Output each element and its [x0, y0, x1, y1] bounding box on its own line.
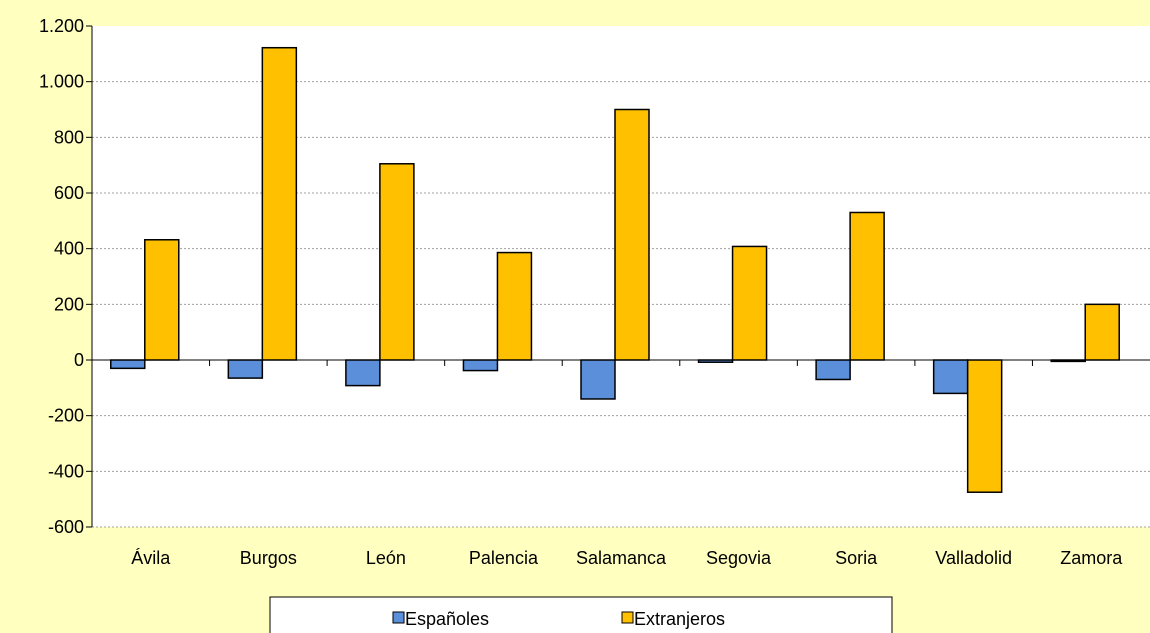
- bar-extranjeros: [966, 359, 1003, 493]
- y-tick-label: -600: [48, 517, 84, 537]
- legend: Españoles Extranjeros: [269, 596, 893, 633]
- y-tick-label: 600: [54, 183, 84, 203]
- bar-espanoles: [227, 359, 264, 379]
- bar-extranjeros: [261, 46, 298, 361]
- category-label: Zamora: [1060, 548, 1123, 568]
- bars: [110, 46, 1120, 493]
- bar-espanoles: [815, 359, 851, 381]
- bar-extranjeros: [496, 251, 533, 361]
- bar-extranjeros: [1084, 303, 1120, 361]
- y-tick-label: -200: [48, 406, 84, 426]
- bar-extranjeros: [379, 163, 415, 361]
- category-label: León: [366, 548, 406, 568]
- y-tick-label: 200: [54, 294, 84, 314]
- legend-swatch-extranjeros: [621, 611, 634, 624]
- bar-espanoles: [580, 359, 616, 400]
- x-axis-category-labels: Ávila Burgos León Palencia Salamanca Segovia S…: [131, 548, 1123, 568]
- bar-espanoles: [345, 359, 381, 387]
- category-label: Burgos: [240, 548, 297, 568]
- y-tick-label: 1.000: [39, 72, 84, 92]
- axes: [86, 25, 1150, 528]
- y-tick-label: 0: [74, 350, 84, 370]
- legend-label-extranjeros: Extranjeros: [634, 609, 725, 629]
- y-tick-label: 800: [54, 127, 84, 147]
- bar-extranjeros: [614, 108, 650, 361]
- bar-espanoles: [110, 359, 146, 370]
- bar-espanoles: [932, 359, 969, 395]
- category-label: Palencia: [469, 548, 539, 568]
- category-label: Segovia: [706, 548, 772, 568]
- y-axis-tick-labels: 1.200 1.000 800 600 400 200 0 -200 -400 -600: [39, 16, 84, 537]
- y-tick-label: 1.200: [39, 16, 84, 36]
- bar-extranjeros: [144, 239, 180, 361]
- category-label: Soria: [835, 548, 878, 568]
- legend-box: [269, 596, 893, 633]
- bar-extranjeros: [731, 245, 768, 361]
- category-label: Valladolid: [935, 548, 1012, 568]
- category-label: Ávila: [131, 548, 171, 568]
- legend-label-espanoles: Españoles: [405, 609, 489, 629]
- y-tick-label: 400: [54, 239, 84, 259]
- y-tick-label: -400: [48, 461, 84, 481]
- category-label: Salamanca: [576, 548, 667, 568]
- bar-extranjeros: [849, 211, 885, 361]
- legend-swatch-espanoles: [392, 611, 405, 624]
- bar-espanoles: [462, 359, 499, 372]
